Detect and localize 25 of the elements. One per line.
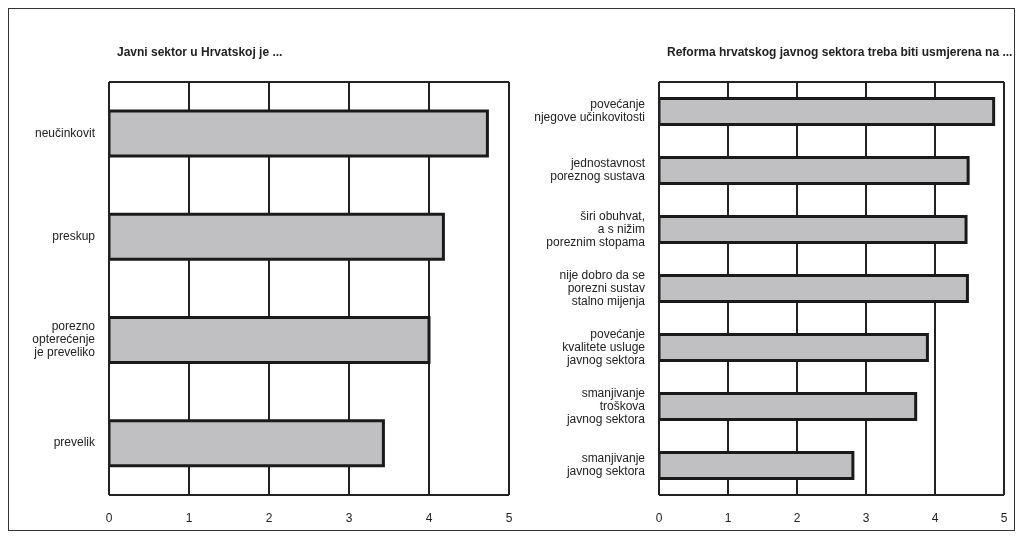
x-tick-label: 0: [655, 510, 663, 525]
x-tick-label: 4: [931, 510, 939, 525]
y-tick-label: porezno opterećenje je preveliko: [32, 319, 96, 360]
y-tick-label: jednostavnost poreznog sustava: [550, 156, 646, 184]
y-tick-label: neučinkovit: [34, 125, 96, 140]
y-tick-label: širi obuhvat, a s nižim poreznim stopama: [546, 208, 646, 249]
y-tick-label: povećanje kvalitete usluge javnog sektora: [562, 326, 646, 367]
x-tick-label: 2: [265, 510, 273, 525]
y-tick-label: prevelik: [53, 435, 96, 450]
y-tick-label: smanjivanje javnog sektora: [565, 451, 646, 479]
x-tick-label: 0: [105, 510, 113, 525]
x-tick-label: 2: [793, 510, 801, 525]
y-tick-label: povećanje njegove učinkovitosti: [534, 97, 646, 125]
chart-title: Javni sektor u Hrvatskoj je ...: [117, 45, 283, 59]
x-tick-label: 5: [505, 510, 513, 525]
x-tick-label: 5: [1000, 510, 1008, 525]
x-tick-label: 1: [185, 510, 193, 525]
y-tick-label: smanjivanje troškova javnog sektora: [565, 385, 646, 426]
y-tick-label: nije dobro da se porezni sustav stalno mijenja: [559, 267, 646, 308]
chart-title: Reforma hrvatskog javnog sektora treba biti usmjerena na ...: [667, 45, 1013, 59]
x-tick-label: 3: [345, 510, 353, 525]
y-tick-label: preskup: [52, 229, 96, 244]
x-tick-label: 4: [425, 510, 433, 525]
x-tick-label: 3: [862, 510, 870, 525]
x-tick-label: 1: [724, 510, 732, 525]
